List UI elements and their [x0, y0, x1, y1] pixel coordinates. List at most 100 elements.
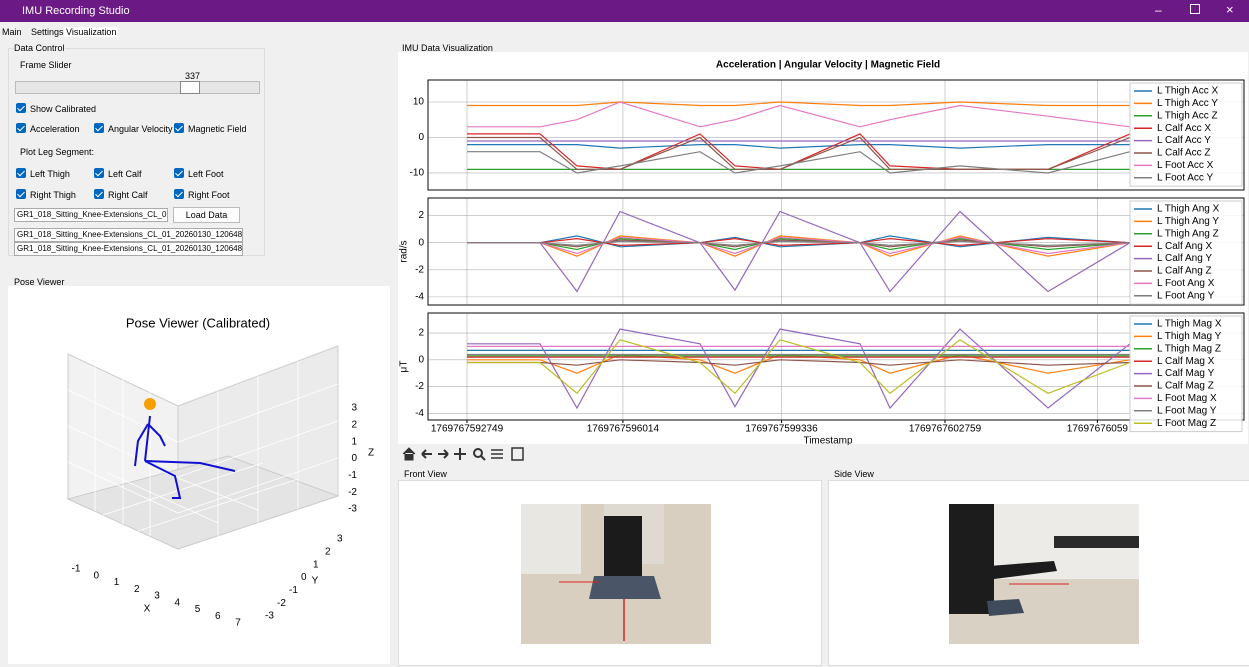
side-view: [828, 480, 1249, 666]
legend-label: L Calf Mag Z: [1157, 381, 1214, 392]
x-tick-label: 1769767592749: [431, 424, 504, 435]
pose-tick-label: 2: [351, 419, 357, 430]
checkbox[interactable]: [174, 189, 184, 199]
pose-tick-label: -1: [348, 470, 357, 481]
y-tick-label: -4: [415, 292, 424, 303]
file-list[interactable]: GR1_018_Sitting_Knee-Extensions_CL_01_20…: [14, 228, 243, 242]
legend-label: L Calf Mag Y: [1157, 368, 1215, 379]
y-tick-label: 0: [418, 132, 424, 143]
forward-button[interactable]: [438, 450, 448, 458]
pose-title: Pose Viewer (Calibrated): [126, 315, 270, 330]
checkbox-label: Left Foot: [188, 169, 224, 179]
home-button[interactable]: [403, 448, 415, 460]
pose-tick-label: -3: [348, 504, 357, 515]
tab[interactable]: Settings: [31, 27, 64, 37]
checkbox-label: Angular Velocity: [108, 124, 173, 134]
file-combo[interactable]: GR1_018_Sitting_Knee-Extensions_CL_0: [14, 208, 168, 222]
y-tick-label: 10: [413, 97, 425, 108]
frame-slider[interactable]: [15, 81, 260, 94]
side-camera: [829, 481, 1249, 665]
checkbox[interactable]: [16, 189, 26, 199]
y-tick-label: 0: [418, 354, 424, 365]
checkbox-label: Right Thigh: [30, 190, 76, 200]
maximize[interactable]: [1190, 4, 1200, 14]
window-title: IMU Recording Studio: [22, 5, 130, 17]
checkbox[interactable]: [174, 168, 184, 178]
legend-label: L Thigh Acc Y: [1157, 98, 1218, 109]
close[interactable]: ×: [1226, 2, 1234, 17]
checkbox-label: Left Calf: [108, 169, 142, 179]
x-tick-label: 1769767596014: [587, 424, 660, 435]
back-button[interactable]: [422, 450, 432, 458]
legend-label: L Thigh Mag X: [1157, 319, 1222, 330]
legend-label: L Thigh Ang Y: [1157, 216, 1219, 227]
pose-tick-label: 7: [235, 618, 241, 629]
checkbox-label: Right Foot: [188, 190, 230, 200]
legend-label: L Calf Acc Z: [1157, 148, 1211, 159]
axis-label: X: [144, 604, 151, 615]
legend-label: L Thigh Mag Y: [1157, 331, 1222, 342]
pose-tick-label: 3: [351, 403, 357, 414]
legend-label: L Foot Mag Z: [1157, 418, 1216, 429]
checkbox[interactable]: [16, 103, 26, 113]
minimize[interactable]: –: [1155, 3, 1162, 17]
label: Plot Leg Segment:: [20, 147, 94, 157]
label: Frame Slider: [20, 60, 72, 70]
pose-tick-label: 1: [313, 559, 319, 570]
x-tick-label: 1769767602759: [909, 424, 982, 435]
x-tick-label: 17697676059: [1067, 424, 1129, 435]
checkbox[interactable]: [174, 123, 184, 133]
tab[interactable]: Main: [2, 27, 22, 37]
y-tick-label: -2: [415, 264, 424, 275]
legend-label: L Foot Acc X: [1157, 160, 1214, 171]
pose-tick-label: 6: [215, 611, 221, 622]
legend-label: L Calf Ang Y: [1157, 253, 1212, 264]
checkbox[interactable]: [94, 189, 104, 199]
pose-tick-label: 3: [337, 534, 343, 545]
checkbox[interactable]: [16, 168, 26, 178]
checkbox-label: Acceleration: [30, 124, 80, 134]
legend-label: L Foot Mag Y: [1157, 405, 1217, 416]
pose-tick-label: 1: [351, 436, 357, 447]
pose-tick-label: -2: [277, 598, 286, 609]
pose-tick-label: -1: [289, 585, 298, 596]
checkbox-label: Magnetic Field: [188, 124, 247, 134]
pose-tick-label: 0: [301, 572, 307, 583]
pose-tick-label: 5: [195, 604, 201, 615]
imu-chart: Acceleration | Angular Velocity | Magnet…: [398, 42, 1249, 445]
chart-title: Acceleration | Angular Velocity | Magnet…: [716, 60, 940, 71]
tab-active[interactable]: Visualization: [64, 27, 118, 37]
checkbox[interactable]: [94, 168, 104, 178]
y-tick-label: 2: [418, 210, 424, 221]
y-axis-label: μT: [399, 361, 410, 373]
zoom-button[interactable]: [474, 449, 482, 457]
slider-handle[interactable]: [180, 81, 200, 94]
checkbox-label: Right Calf: [108, 190, 148, 200]
pose-plot: Pose Viewer (Calibrated) X Y Z -10123456…: [8, 286, 390, 664]
load-button[interactable]: Load Data: [173, 207, 240, 223]
config-button[interactable]: [491, 450, 503, 458]
pan-button[interactable]: [454, 448, 466, 460]
checkbox[interactable]: [94, 123, 104, 133]
y-tick-label: 2: [418, 328, 424, 339]
head-marker: [144, 398, 156, 410]
pose-tick-label: 0: [93, 570, 99, 581]
slider-value: 337: [185, 71, 200, 81]
file-list[interactable]: GR1_018_Sitting_Knee-Extensions_CL_01_20…: [14, 242, 243, 256]
y-axis-label: rad/s: [399, 240, 410, 262]
app-window: IMU Recording Studio – × Main Settings V…: [0, 0, 1249, 664]
legend-label: L Foot Mag X: [1157, 393, 1217, 404]
pose-tick-label: 0: [351, 453, 357, 464]
group-title: Data Control: [14, 43, 65, 53]
checkbox[interactable]: [16, 123, 26, 133]
legend-label: L Foot Ang Y: [1157, 290, 1215, 301]
axes-frame: [428, 313, 1244, 420]
pose-tick-label: -1: [72, 564, 81, 575]
pose-tick-label: 1: [114, 577, 120, 588]
legend-label: L Thigh Mag Z: [1157, 343, 1221, 354]
save-button[interactable]: [512, 448, 523, 460]
axes-frame: [428, 198, 1244, 305]
axis-label: Z: [368, 448, 374, 459]
legend-label: L Foot Acc Y: [1157, 172, 1213, 183]
